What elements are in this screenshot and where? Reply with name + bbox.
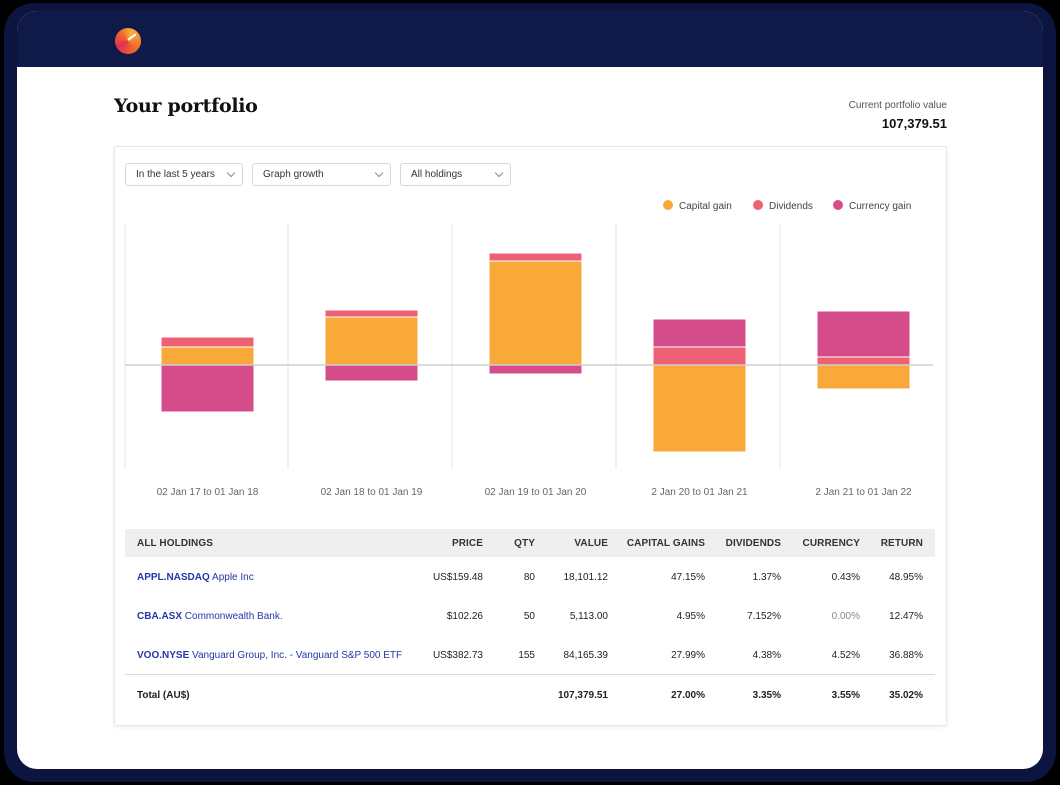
column-header-value[interactable]: VALUE xyxy=(574,538,608,549)
legend-label: Currency gain xyxy=(849,201,912,212)
column-header-holdings[interactable]: ALL HOLDINGS xyxy=(137,538,214,549)
chevron-down-icon xyxy=(374,168,384,178)
dividends-cell: 1.37% xyxy=(752,572,781,583)
total-capital-gains-cell: 27.00% xyxy=(671,690,705,701)
portfolio-value-label: Current portfolio value xyxy=(848,100,947,111)
holding-ticker: APPL.NASDAQ xyxy=(137,572,210,583)
x-axis-label: 2 Jan 20 to 01 Jan 21 xyxy=(651,487,748,498)
return-cell: 48.95% xyxy=(889,572,923,583)
holding-ticker: VOO.NYSE xyxy=(137,650,190,661)
value-cell: 5,113.00 xyxy=(569,611,608,622)
bar-segment xyxy=(324,309,419,318)
return-cell: 36.88% xyxy=(889,650,923,661)
currency-cell: 0.00% xyxy=(831,611,860,622)
chevron-down-icon xyxy=(226,168,236,178)
currency-cell: 0.43% xyxy=(831,572,860,583)
legend-swatch xyxy=(833,200,843,210)
qty-cell: 80 xyxy=(523,572,535,583)
value-cell: 18,101.12 xyxy=(563,572,609,583)
period-select[interactable]: In the last 5 years xyxy=(125,163,243,186)
legend-swatch xyxy=(753,200,763,210)
bar-segment xyxy=(652,346,747,366)
qty-cell: 155 xyxy=(518,650,535,661)
device-frame: Your portfolio Current portfolio value 1… xyxy=(4,3,1056,782)
page-title: Your portfolio xyxy=(114,95,258,117)
x-axis-label: 2 Jan 21 to 01 Jan 22 xyxy=(815,487,912,498)
table-row[interactable]: APPL.NASDAQ Apple Inc US$159.48 80 18,10… xyxy=(125,557,935,596)
bar-segment xyxy=(488,260,583,366)
app-window: Your portfolio Current portfolio value 1… xyxy=(17,11,1043,769)
capital-gains-cell: 27.99% xyxy=(671,650,705,661)
bar-segment xyxy=(160,346,255,366)
column-header-capital-gains[interactable]: CAPITAL GAINS xyxy=(626,538,705,549)
bar-segment xyxy=(816,364,911,390)
holding-link[interactable]: VOO.NYSE Vanguard Group, Inc. - Vanguard… xyxy=(137,650,402,661)
table-header: ALL HOLDINGS PRICE QTY VALUE CAPITAL GAI… xyxy=(125,529,935,557)
graph-type-select-label: Graph growth xyxy=(263,169,324,180)
portfolio-value-amount: 107,379.51 xyxy=(881,116,947,131)
holding-name: Apple Inc xyxy=(212,572,254,583)
capital-gains-cell: 4.95% xyxy=(676,611,705,622)
column-header-dividends[interactable]: DIVIDENDS xyxy=(725,538,781,549)
legend-label: Dividends xyxy=(769,201,813,212)
legend-item-dividends: Dividends xyxy=(753,200,813,212)
chevron-down-icon xyxy=(494,168,504,178)
bar-segment xyxy=(160,336,255,348)
currency-cell: 4.52% xyxy=(831,650,860,661)
table-row[interactable]: VOO.NYSE Vanguard Group, Inc. - Vanguard… xyxy=(125,635,935,674)
qty-cell: 50 xyxy=(523,611,535,622)
total-dividends-cell: 3.35% xyxy=(752,690,781,701)
total-label: Total (AU$) xyxy=(137,690,190,701)
legend-label: Capital gain xyxy=(679,201,732,212)
bar-segment xyxy=(816,310,911,358)
bar-segment xyxy=(488,364,583,375)
holding-name: Commonwealth Bank. xyxy=(184,611,283,622)
holding-name: Vanguard Group, Inc. - Vanguard S&P 500 … xyxy=(192,650,403,661)
bar-segment xyxy=(488,252,583,262)
column-header-qty[interactable]: QTY xyxy=(514,538,535,549)
legend-swatch xyxy=(663,200,673,210)
capital-gains-cell: 47.15% xyxy=(671,572,705,583)
column-header-return[interactable]: RETURN xyxy=(880,538,923,549)
price-cell: $102.26 xyxy=(446,611,483,622)
portfolio-card: In the last 5 years Graph growth All hol… xyxy=(114,146,947,726)
column-header-currency[interactable]: CURRENCY xyxy=(802,538,860,549)
total-return-cell: 35.02% xyxy=(889,690,923,701)
total-value-cell: 107,379.51 xyxy=(557,690,608,701)
dividends-cell: 7.152% xyxy=(747,611,781,622)
x-axis-label: 02 Jan 18 to 01 Jan 19 xyxy=(321,487,423,498)
total-currency-cell: 3.55% xyxy=(831,690,860,701)
total-row: Total (AU$) 107,379.51 27.00% 3.35% 3.55… xyxy=(125,674,935,713)
x-axis-label: 02 Jan 19 to 01 Jan 20 xyxy=(485,487,587,498)
holdings-select-label: All holdings xyxy=(411,169,463,180)
holding-link[interactable]: APPL.NASDAQ Apple Inc xyxy=(137,572,254,583)
bar-segment xyxy=(816,356,911,366)
price-cell: US$382.73 xyxy=(432,650,483,661)
growth-chart: 02 Jan 17 to 01 Jan 18 02 Jan 18 to 01 Ja… xyxy=(124,223,933,498)
logo-icon[interactable] xyxy=(115,28,141,54)
legend-item-capital-gain: Capital gain xyxy=(663,200,732,212)
period-select-label: In the last 5 years xyxy=(136,169,215,180)
x-axis-label: 02 Jan 17 to 01 Jan 18 xyxy=(157,487,259,498)
bar-segment xyxy=(652,364,747,453)
top-bar xyxy=(17,11,1043,67)
holding-ticker: CBA.ASX xyxy=(137,611,183,622)
holding-link[interactable]: CBA.ASX Commonwealth Bank. xyxy=(137,611,283,622)
graph-type-select[interactable]: Graph growth xyxy=(252,163,391,186)
price-cell: US$159.48 xyxy=(432,572,483,583)
value-cell: 84,165.39 xyxy=(563,650,609,661)
dividends-cell: 4.38% xyxy=(752,650,781,661)
holdings-table: ALL HOLDINGS PRICE QTY VALUE CAPITAL GAI… xyxy=(125,529,935,713)
return-cell: 12.47% xyxy=(889,611,923,622)
bar-segment xyxy=(324,316,419,366)
bar-segment xyxy=(160,364,255,413)
legend-item-currency-gain: Currency gain xyxy=(833,200,911,212)
column-header-price[interactable]: PRICE xyxy=(451,538,483,549)
holdings-select[interactable]: All holdings xyxy=(400,163,511,186)
bar-segment xyxy=(324,364,419,382)
table-row[interactable]: CBA.ASX Commonwealth Bank. $102.26 50 5,… xyxy=(125,596,935,635)
bar-segment xyxy=(652,318,747,348)
